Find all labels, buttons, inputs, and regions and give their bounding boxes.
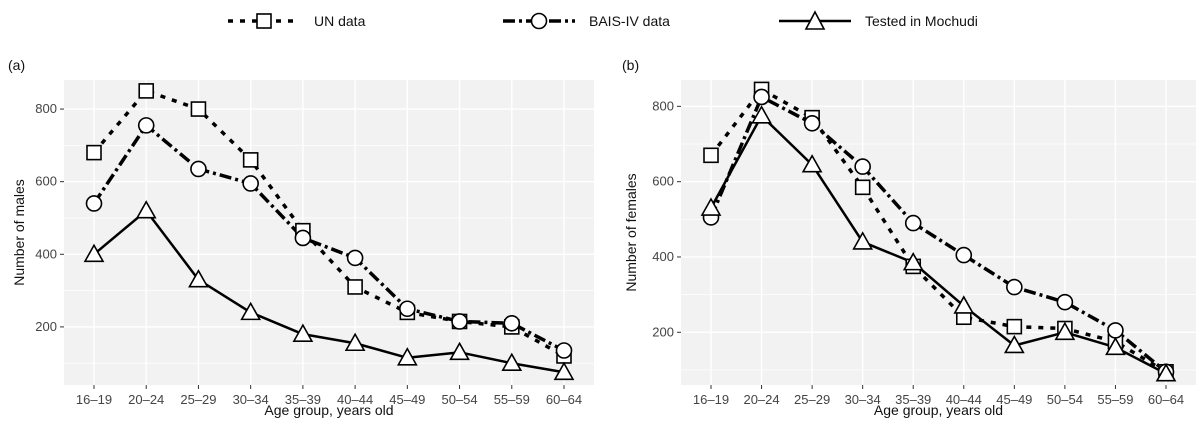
data-point-bais — [1056, 293, 1074, 311]
y-tick-label: 400 — [35, 246, 57, 261]
y-tick-label: 200 — [652, 324, 674, 339]
series-line-mochudi — [709, 114, 1167, 375]
data-point-mochudi — [188, 269, 209, 288]
y-axis-title: Number of females — [623, 173, 639, 291]
x-tick-label: 55–59 — [1097, 392, 1133, 407]
data-point-un — [347, 279, 363, 295]
legend-marker-bais — [530, 12, 548, 30]
x-tick-label: 55–59 — [494, 392, 530, 407]
y-tick-label: 800 — [652, 98, 674, 113]
data-point-mochudi — [135, 200, 157, 219]
x-tick-label: 35–39 — [895, 392, 931, 407]
data-point-mochudi — [344, 332, 366, 352]
data-point-bais — [854, 158, 871, 175]
data-point-mochudi — [1003, 334, 1025, 354]
data-point-mochudi — [751, 105, 772, 124]
data-point-bais — [85, 195, 103, 212]
legend-item-bais: BAIS-IV data — [503, 12, 670, 30]
data-point-un — [86, 144, 102, 161]
data-point-bais — [1107, 322, 1124, 339]
data-point-bais — [294, 229, 312, 247]
x-tick-label: 60–64 — [1148, 392, 1184, 407]
data-point-mochudi — [449, 341, 470, 361]
data-point-un — [703, 147, 719, 164]
data-point-bais — [346, 249, 364, 267]
series-line-un — [92, 89, 565, 358]
data-point-un — [190, 101, 207, 117]
data-point-mochudi — [292, 323, 314, 342]
chart-panel-a: 200 400 600 800 16–19 20–24 25–29 30–34 35–39 40–… — [8, 57, 594, 418]
y-tick-label: 600 — [35, 174, 57, 189]
data-point-bais — [904, 214, 922, 232]
data-point-un — [242, 152, 259, 168]
y-axis-title: Number of males — [11, 179, 27, 286]
data-point-bais — [242, 175, 259, 192]
x-axis-title: Age group, years old — [874, 402, 1003, 418]
data-point-mochudi — [501, 352, 523, 372]
data-point-mochudi — [902, 251, 924, 271]
x-axis-title: Age group, years old — [264, 402, 393, 418]
data-point-bais — [503, 314, 521, 332]
x-tick-label: 50–54 — [1047, 392, 1083, 407]
legend-marker-mochudi — [804, 10, 826, 30]
data-point-bais — [190, 160, 207, 178]
y-tick-label: 600 — [652, 174, 674, 189]
data-point-bais — [399, 300, 416, 318]
data-point-mochudi — [953, 295, 975, 314]
x-tick-label: 60–64 — [546, 392, 582, 407]
legend-label-un: UN data — [314, 13, 366, 29]
legend-marker-un — [256, 13, 272, 29]
x-tick-label: 45–49 — [389, 392, 425, 407]
legend-label-mochudi: Tested in Mochudi — [865, 13, 978, 29]
x-tick-label: 45–49 — [996, 392, 1032, 407]
data-point-bais — [555, 342, 573, 359]
panel-label: (b) — [622, 57, 639, 73]
legend-label-bais: BAIS-IV data — [589, 13, 670, 29]
chart-panel-b: 200 400 600 800 16–19 20–24 25–29 30–34 35–39 40–… — [622, 57, 1196, 418]
data-point-bais — [803, 115, 821, 132]
y-tick-label: 400 — [652, 249, 674, 264]
data-point-mochudi — [700, 197, 722, 216]
series-line-bais — [709, 95, 1168, 374]
x-tick-label: 35–39 — [285, 392, 321, 407]
data-point-un — [854, 179, 871, 196]
series-line-bais — [92, 123, 565, 353]
legend: UN data BAIS-IV data Tested in Mochudi — [228, 10, 978, 30]
x-tick-label: 50–54 — [441, 392, 477, 407]
x-tick-label: 16–19 — [76, 392, 112, 407]
y-tick-label: 200 — [35, 319, 57, 334]
data-point-mochudi — [240, 301, 262, 321]
x-tick-label: 25–29 — [794, 392, 830, 407]
panel-label: (a) — [8, 57, 25, 73]
data-point-mochudi — [1155, 363, 1177, 382]
x-tick-label: 20–24 — [128, 392, 164, 407]
data-point-mochudi — [396, 347, 418, 366]
series-line-mochudi — [93, 209, 565, 374]
series-line-un — [709, 87, 1167, 374]
data-point-mochudi — [1054, 321, 1076, 341]
data-point-mochudi — [801, 154, 823, 173]
data-point-bais — [1006, 278, 1023, 296]
x-tick-label: 40–44 — [946, 392, 982, 407]
y-tick-label: 800 — [35, 101, 57, 116]
data-point-un — [1006, 318, 1023, 335]
x-tick-label: 30–34 — [845, 392, 881, 407]
x-tick-label: 40–44 — [337, 392, 373, 407]
data-point-un — [138, 83, 155, 99]
data-point-mochudi — [1105, 336, 1126, 356]
data-point-bais — [955, 246, 973, 264]
data-point-mochudi — [83, 243, 105, 263]
legend-item-un: UN data — [228, 13, 366, 29]
data-point-bais — [451, 313, 468, 330]
data-point-mochudi — [852, 231, 874, 250]
x-tick-label: 20–24 — [743, 392, 779, 407]
x-tick-label: 30–34 — [233, 392, 269, 407]
data-point-bais — [137, 117, 155, 134]
legend-item-mochudi: Tested in Mochudi — [779, 10, 978, 30]
x-tick-label: 25–29 — [180, 392, 216, 407]
x-tick-label: 16–19 — [693, 392, 729, 407]
data-point-bais — [753, 88, 770, 106]
data-point-mochudi — [553, 361, 575, 381]
